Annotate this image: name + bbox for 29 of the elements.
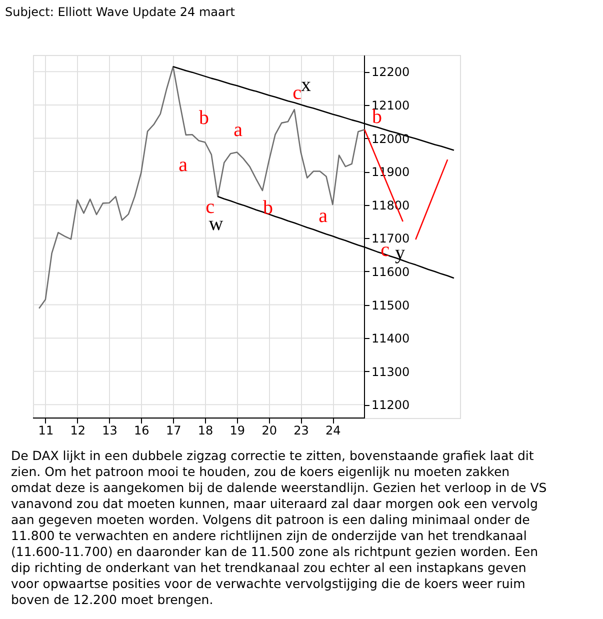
- line-series: [38, 66, 366, 310]
- annotation: y: [395, 242, 405, 264]
- x-tick-label: 24: [326, 424, 341, 438]
- y-tick-label: 11600: [372, 264, 410, 279]
- x-tick-label: 16: [134, 424, 150, 438]
- x-tick-label: 19: [230, 424, 246, 438]
- x-tick-label: 20: [262, 424, 277, 438]
- x-tick-label: 12: [70, 424, 86, 438]
- x-tick-label: 13: [102, 424, 118, 438]
- annotation: b: [199, 107, 209, 129]
- annotation: c: [292, 82, 302, 104]
- annotation: x: [301, 74, 311, 96]
- y-tick-label: 11200: [372, 398, 410, 412]
- annotation: a: [178, 154, 188, 176]
- annotation: a: [234, 119, 243, 141]
- annotation: a: [318, 205, 328, 227]
- x-tick-label: 11: [38, 424, 54, 438]
- y-tick-label: 11300: [372, 364, 410, 379]
- text: De DAX lijkt in een dubbele zigzag correctie te zitten, bovenstaande grafiek laat dit zien. Om het patroon mooi te houden, zou de koers eigenlijk nu moeten zakken omdat deze is aangekomen bij de dalende weerstandlijn. Gezien het verloop in de VS vanavond zou dat moeten kunnen, maar uiteraard zal daar morgen ook een vervolg aan gegeven moeten worden. Volgens dit patroon is een daling minimaal onder de 11.800 te verwachten en andere richtlijnen zijn de onderzijde van het trendkanaal (11.600-11.700) en daaronder kan de 11.500 zone als richtpunt gezien worden. Een dip richting de onderkant van het trendkanaal zou echter al een instapkans geven voor opwaartse posities voor de verwachte vervolgstijging die de koers weer ruim boven de 12.200 moet brengen.: [11, 448, 547, 607]
- y-tick-label: 11500: [372, 298, 410, 312]
- chart-title: Subject: Elliott Wave Update 24 maart: [5, 5, 236, 19]
- y-tick-label: 11400: [372, 332, 410, 346]
- line-series: [414, 158, 448, 240]
- x-tick-label: 23: [294, 424, 309, 438]
- y-tick-label: 12000: [372, 132, 410, 146]
- y-tick-label: 12200: [372, 65, 410, 80]
- x-tick-label: 17: [166, 424, 182, 438]
- x-tick-label: 18: [198, 424, 214, 438]
- annotation: b: [263, 197, 273, 219]
